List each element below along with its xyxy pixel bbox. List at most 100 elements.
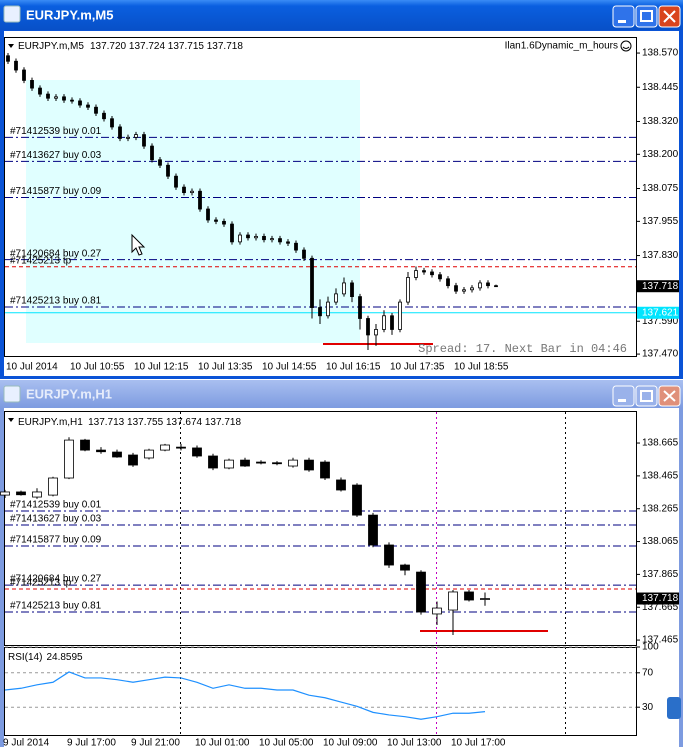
candle-body <box>54 96 58 99</box>
candle-body <box>46 93 50 99</box>
x-tick-label: 10 Jul 16:15 <box>326 362 381 373</box>
y-tick-label: 138.265 <box>642 503 679 514</box>
order-label: #71425213 buy 0.81 <box>10 296 102 307</box>
candle-body <box>222 220 226 225</box>
candle-body <box>64 439 74 479</box>
candle-body <box>176 446 186 449</box>
bid-label: 137.718 <box>642 281 679 292</box>
candle-body <box>102 112 106 120</box>
title-bar[interactable] <box>0 380 683 408</box>
candle-body <box>142 134 146 147</box>
y-tick-label: 138.445 <box>642 82 679 93</box>
candle-body <box>464 591 474 601</box>
order-label: #71425213 tp <box>10 578 72 589</box>
mouse-cursor <box>131 233 146 256</box>
order-label: #71415877 buy 0.09 <box>10 535 102 546</box>
ohlc: 137.713 137.755 137.674 137.718 <box>88 417 241 428</box>
y-tick-label: 137.865 <box>642 569 679 580</box>
candle-body <box>32 491 42 498</box>
symbol: EURJPY.m,H1 <box>18 417 83 428</box>
x-tick-label: 10 Jul 18:55 <box>454 362 509 373</box>
candle-body <box>150 145 154 161</box>
maximize-button[interactable] <box>635 5 658 28</box>
order-label: #71413627 buy 0.03 <box>10 514 102 525</box>
candle-body <box>486 282 490 287</box>
candle-body <box>14 60 18 71</box>
candle-body <box>462 289 466 292</box>
candle-body <box>384 544 394 566</box>
candle-body <box>342 282 346 295</box>
y-tick-label: 138.570 <box>642 48 679 59</box>
expert-name: Ilan1.6Dynamic_m_hours <box>505 41 618 52</box>
candle-body <box>448 591 458 611</box>
candle-body <box>238 234 242 243</box>
y-tick-label: 138.200 <box>642 149 679 160</box>
chart-client <box>4 408 679 747</box>
candle-body <box>214 219 218 222</box>
candle-body <box>374 329 378 336</box>
title-bar[interactable] <box>0 0 683 30</box>
candle-body <box>192 447 202 457</box>
highlight-rectangle <box>26 80 360 343</box>
x-tick-label: 10 Jul 13:35 <box>198 362 253 373</box>
candle-body <box>38 87 42 95</box>
candle-body <box>198 190 202 210</box>
symbol: EURJPY.m,M5 <box>18 41 84 52</box>
order-label: #71425213 buy 0.81 <box>10 601 102 612</box>
x-tick-label: 9 Jul 21:00 <box>131 738 180 747</box>
candle-body <box>128 454 138 466</box>
y-tick-label: 138.320 <box>642 116 679 127</box>
maximize-button[interactable] <box>635 385 658 407</box>
candle-body <box>318 307 322 317</box>
x-tick-label: 10 Jul 09:00 <box>323 738 378 747</box>
candle-body <box>368 514 378 546</box>
candle-body <box>366 318 370 336</box>
y-tick-label: 137.590 <box>642 316 679 327</box>
minimize-button[interactable] <box>612 5 635 28</box>
menu-triangle[interactable] <box>8 418 14 422</box>
ohlc: 137.720 137.724 137.715 137.718 <box>90 41 243 52</box>
y-tick-label: 137.470 <box>642 349 679 360</box>
y-tick-label: 137.465 <box>642 635 679 646</box>
candle-body <box>302 249 306 259</box>
candle-body <box>390 315 394 330</box>
candle-body <box>432 607 442 615</box>
candle-body <box>478 282 482 289</box>
candle-body <box>240 459 250 467</box>
x-tick-label: 10 Jul 2014 <box>6 362 58 373</box>
y-tick-label: 138.075 <box>642 183 679 194</box>
candle-body <box>278 238 282 243</box>
candle-body <box>438 274 442 280</box>
bid-label: 137.718 <box>642 593 679 604</box>
candle-body <box>126 136 130 139</box>
candle-body <box>310 257 314 308</box>
order-label: #71425213 tp <box>10 255 72 266</box>
y-tick-label: 138.065 <box>642 536 679 547</box>
candle-body <box>446 278 450 287</box>
x-tick-label: 10 Jul 17:00 <box>451 738 506 747</box>
side-icon[interactable] <box>667 697 681 719</box>
minimize-button[interactable] <box>612 385 635 407</box>
candle-body <box>294 242 298 251</box>
candle-body <box>30 80 34 89</box>
candle-body <box>48 477 58 496</box>
menu-triangle[interactable] <box>8 44 14 48</box>
bid-label-box <box>637 592 679 605</box>
maximize-icon <box>640 390 653 402</box>
candle-body <box>230 223 234 243</box>
indicator-border <box>4 647 637 736</box>
close-icon <box>663 390 676 402</box>
candle-body <box>112 451 122 458</box>
candle-body <box>86 104 90 108</box>
candle-body <box>494 285 498 288</box>
order-label: #71412539 buy 0.01 <box>10 126 102 137</box>
window-buttons <box>612 5 681 28</box>
price-label-box <box>637 306 679 319</box>
maximize-icon <box>640 10 653 22</box>
plot-border <box>4 37 637 357</box>
candle-body <box>430 271 434 276</box>
expert-smiley-mouth <box>622 46 630 49</box>
candle-body <box>352 484 362 516</box>
y-tick-label: 137.830 <box>642 250 679 261</box>
